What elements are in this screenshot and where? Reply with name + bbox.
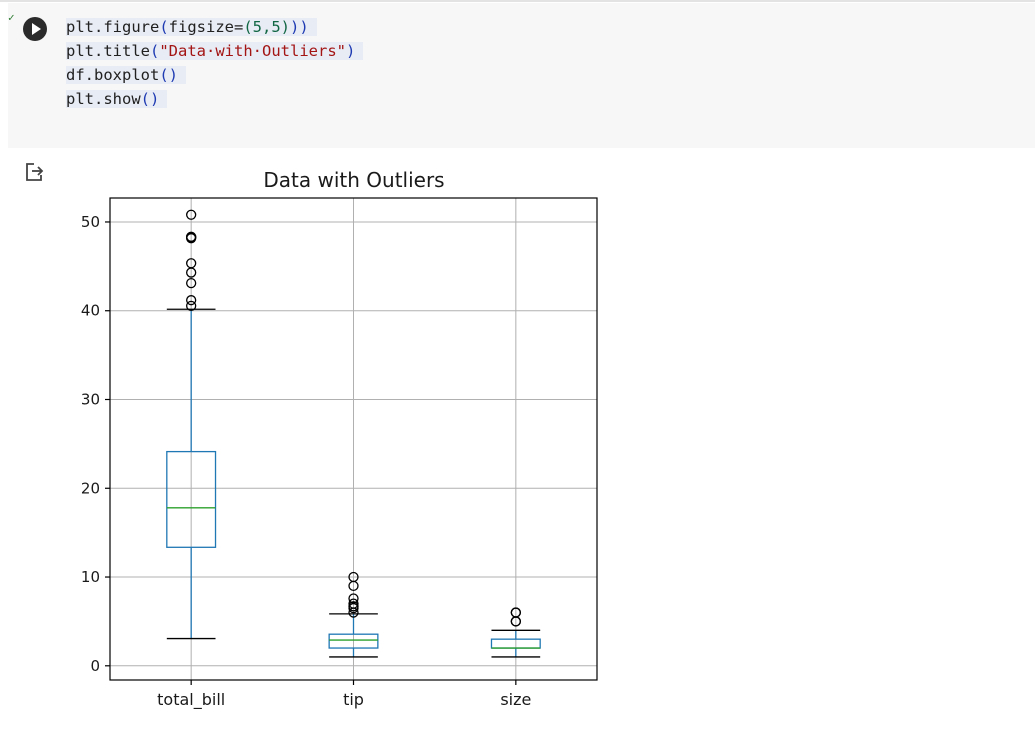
box-tip [328,633,379,649]
run-cell-button[interactable] [23,17,47,41]
code-line: df.boxplot() [66,63,363,87]
outlier-point [186,300,197,312]
outlier-point [186,209,197,220]
x-tick-label: size [500,690,531,709]
code-token: plt.figure [66,18,160,36]
y-tick-label: 0 [90,657,100,675]
chart-title: Data with Outliers [263,168,444,192]
outlier-point [348,593,359,604]
code-token: ( [150,42,160,60]
outlier-point [348,601,359,612]
code-token: (5,5) [243,18,290,36]
x-tick-label: tip [343,690,364,709]
code-line-text: plt.title("Data·with·Outliers") [66,42,364,60]
outlier-point [186,295,197,306]
outlier-point [186,231,197,242]
y-tick-label: 30 [81,390,100,408]
box-total_bill [166,450,217,548]
y-tick-label: 20 [81,479,100,497]
code-token: )) [290,18,309,36]
executed-check-icon: ✓ [8,11,15,24]
code-token: ( [159,18,169,36]
outlier-point [348,598,359,609]
code-line: plt.show() [66,87,363,111]
code-token: plt.show [66,90,141,108]
code-token: plt.title [66,42,150,60]
top-border [0,0,1035,2]
outlier-point [510,607,521,618]
code-line-text: plt.figure(figsize=(5,5))) [66,18,317,36]
x-tick-label: total_bill [157,690,225,710]
boxplot-chart: Data with Outliers 0 10 20 30 40 50 total_bill… [81,168,598,710]
code-token: df.boxplot [66,66,160,84]
code-line: plt.figure(figsize=(5,5))) [66,15,363,39]
code-token: "Data·with·Outliers" [159,42,346,60]
output-redirect-icon[interactable] [24,161,46,183]
y-tick-label: 10 [81,568,100,586]
code-token: ) [345,42,356,60]
outlier-point [186,258,197,269]
outlier-point [348,571,359,583]
code-line: plt.title("Data·with·Outliers") [66,39,364,63]
code-editor[interactable]: plt.figure(figsize=(5,5))) plt.title("Dat… [66,15,364,111]
code-token: () [140,90,160,108]
y-tick-label: 50 [81,213,100,231]
code-line-text: df.boxplot() [66,66,186,84]
outlier-point [186,277,197,289]
y-tick-label: 40 [81,302,100,320]
code-token: () [159,66,178,84]
code-line-text: plt.show() [66,90,168,108]
code-token: figsize= [168,18,244,36]
